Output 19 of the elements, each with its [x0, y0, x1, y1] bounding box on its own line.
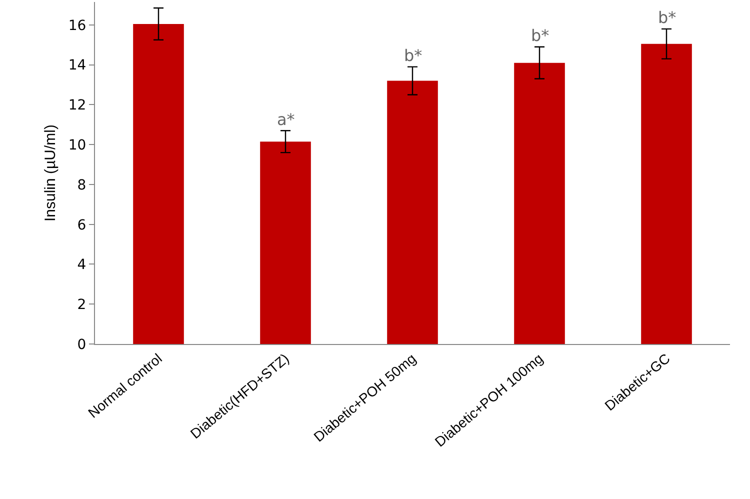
- y-tick-label: 14: [68, 58, 86, 74]
- y-tick-label: 0: [77, 336, 86, 353]
- y-tick-label: 8: [77, 177, 86, 194]
- y-tick-label: 2: [77, 297, 86, 314]
- bar: [260, 142, 311, 344]
- bar: [514, 62, 565, 344]
- y-tick-label: 10: [68, 137, 86, 154]
- bar: [387, 80, 438, 344]
- annotation: b*: [404, 46, 422, 65]
- bar: [133, 24, 184, 344]
- annotation: b*: [531, 26, 550, 45]
- annotation: b*: [658, 8, 676, 27]
- y-axis-title: Insulin (µU/ml): [42, 124, 59, 222]
- y-tick-label: 4: [77, 257, 86, 274]
- y-tick-label: 16: [68, 18, 86, 34]
- y-tick-label: 12: [68, 98, 86, 114]
- y-tick-label: 6: [77, 217, 86, 234]
- bar: [641, 44, 692, 344]
- annotation: a*: [277, 110, 295, 129]
